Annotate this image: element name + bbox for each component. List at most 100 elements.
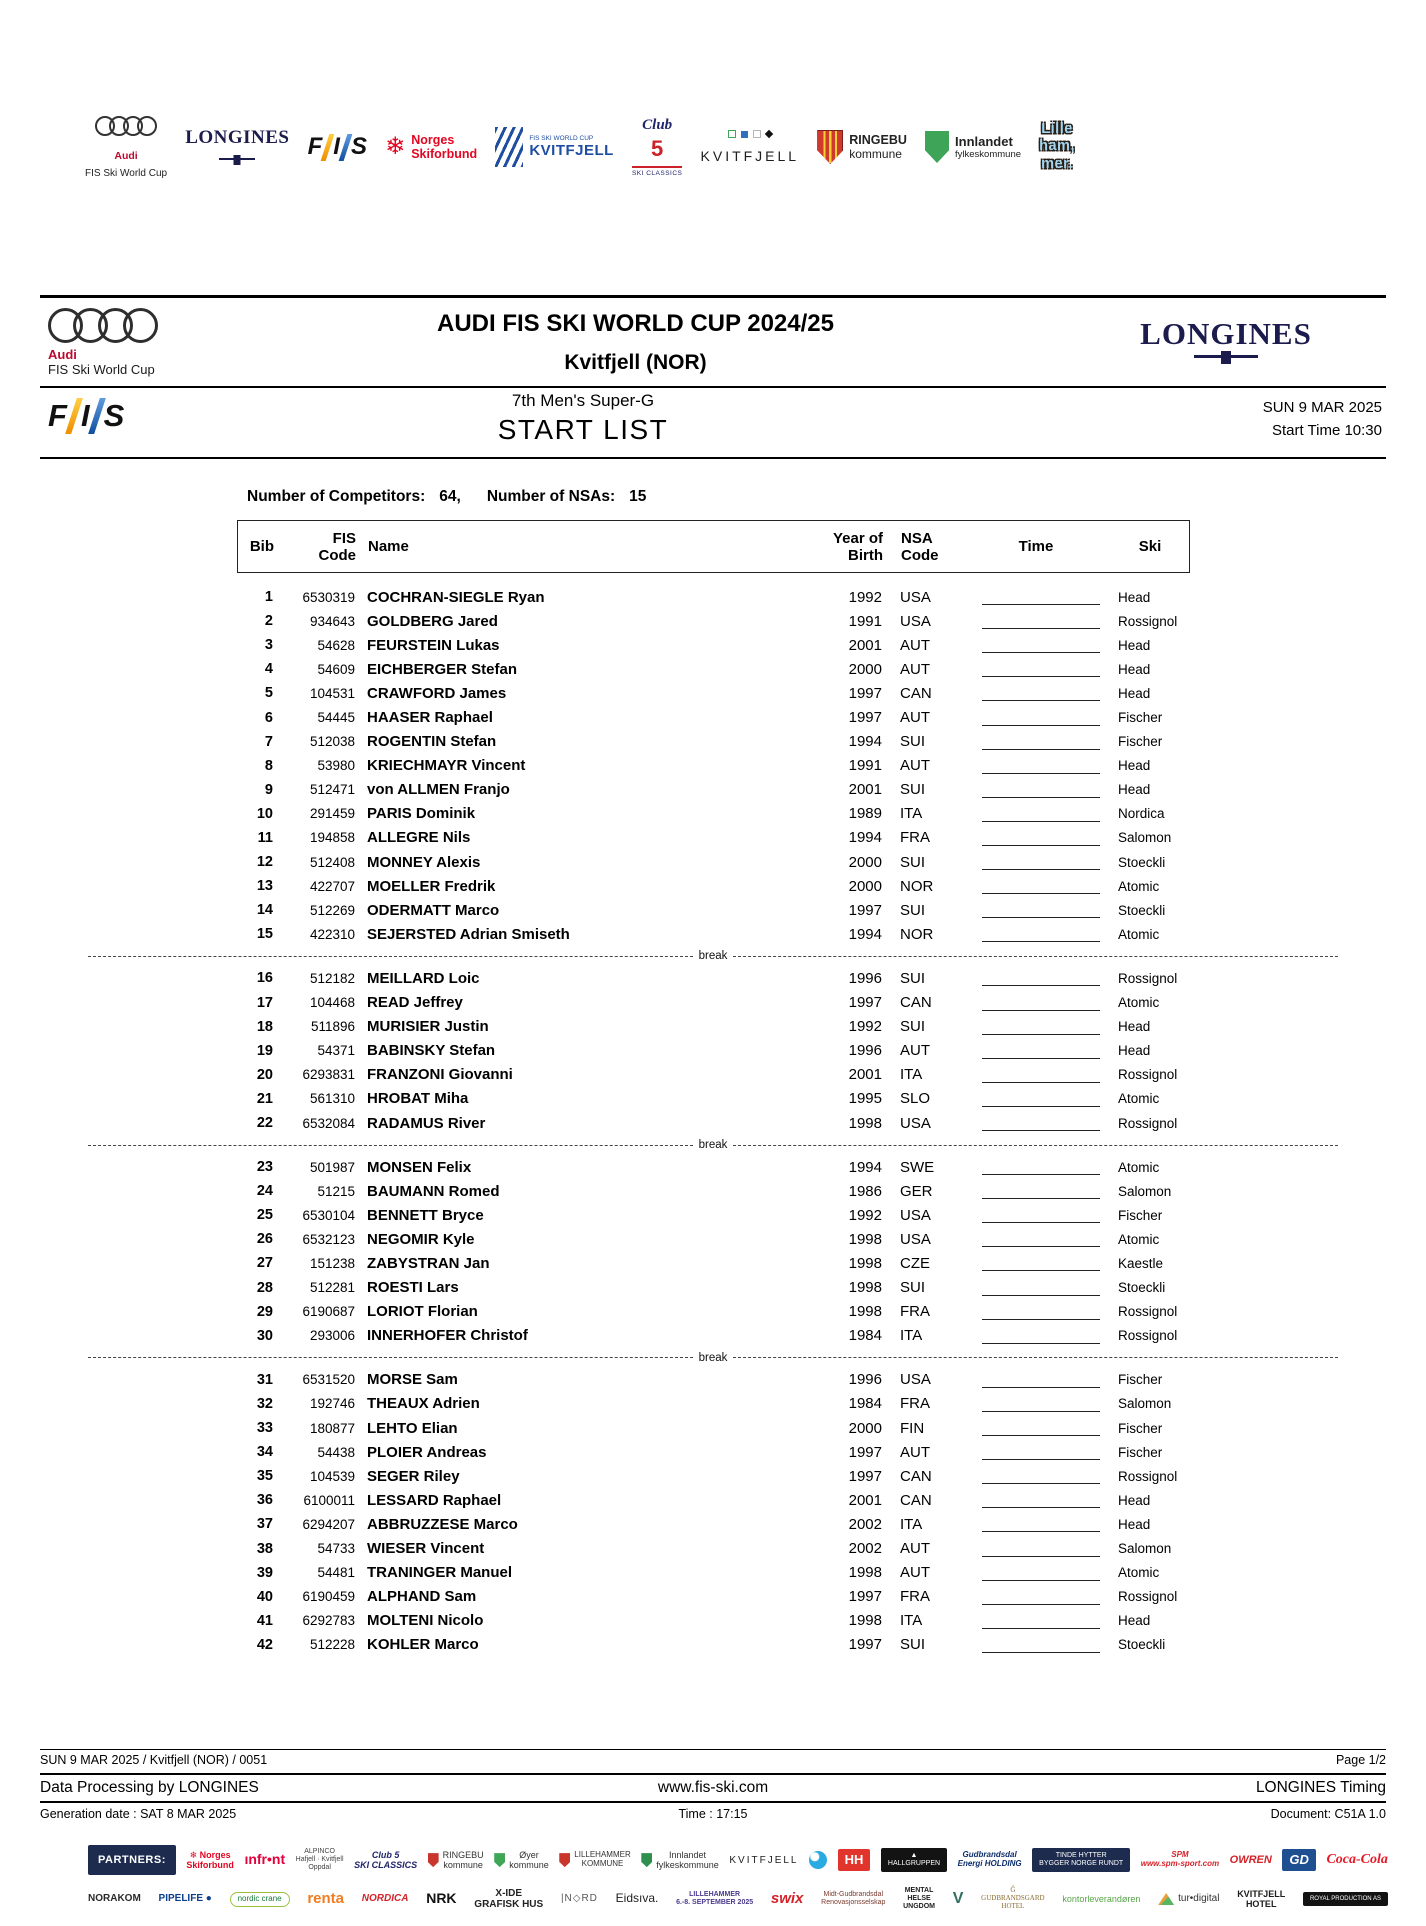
fis-code: 54733 bbox=[317, 1541, 355, 1557]
birth-year: 1992 bbox=[848, 1206, 882, 1224]
fis-code: 501987 bbox=[309, 1159, 355, 1175]
nsa-code: SUI bbox=[900, 901, 926, 919]
competitor-name: RADAMUS River bbox=[367, 1114, 486, 1132]
time-blank-line bbox=[960, 1159, 1110, 1176]
nsa-code: ITA bbox=[900, 1515, 923, 1533]
partner-logo: NORDICA bbox=[361, 1893, 409, 1905]
table-row: 41 6292783 MOLTENI Nicolo 1998 ITA Head bbox=[237, 1609, 1190, 1633]
ski-brand: Stoeckli bbox=[1118, 902, 1166, 918]
partner-logo: Innlandet fylkeskommune bbox=[641, 1850, 719, 1870]
competitor-name: MOLTENI Nicolo bbox=[367, 1612, 484, 1630]
footer-page-number: Page 1/2 bbox=[1335, 1753, 1386, 1767]
nsa-code: FIN bbox=[900, 1419, 925, 1437]
ski-brand: Rossignol bbox=[1118, 1328, 1178, 1344]
bib-number: 4 bbox=[264, 661, 273, 678]
table-row: 19 54371 BABINSKY Stefan 1996 AUT Head bbox=[237, 1039, 1190, 1063]
time-blank-line bbox=[960, 758, 1110, 774]
competitor-name: FRANZONI Giovanni bbox=[367, 1066, 513, 1084]
birth-year: 1994 bbox=[848, 733, 882, 751]
fis-code: 934643 bbox=[309, 613, 355, 629]
time-blank-line bbox=[960, 1613, 1110, 1629]
bib-number: 8 bbox=[264, 757, 273, 774]
table-row: 7 512038 ROGENTIN Stefan 1994 SUI Fischer bbox=[237, 730, 1190, 754]
bib-number: 27 bbox=[256, 1255, 273, 1272]
partner-logo: swix bbox=[770, 1889, 804, 1907]
table-row: 14 512269 ODERMATT Marco 1997 SUI Stoeckli bbox=[237, 898, 1190, 922]
bib-number: 23 bbox=[256, 1159, 273, 1176]
table-row: 17 104468 READ Jeffrey 1997 CAN Atomic bbox=[237, 991, 1190, 1015]
fis-code: 512269 bbox=[309, 902, 355, 918]
birth-year: 1997 bbox=[848, 1588, 882, 1606]
bib-number: 17 bbox=[256, 994, 273, 1011]
competitor-name: HAASER Raphael bbox=[367, 709, 493, 727]
competitor-name: CRAWFORD James bbox=[367, 684, 507, 702]
birth-year: 2001 bbox=[848, 636, 882, 654]
fis-code: 512182 bbox=[309, 970, 355, 986]
partner-logo bbox=[809, 1851, 828, 1870]
birth-year: 1997 bbox=[848, 1443, 882, 1461]
partner-logo: Gudbrandsdal Energi HOLDING bbox=[957, 1850, 1022, 1869]
partner-logo: ▲ HALLGRUPPEN bbox=[880, 1848, 948, 1872]
header-nsa-line1: NSA bbox=[901, 529, 933, 547]
time-blank-line bbox=[960, 1067, 1110, 1083]
partner-logo: X-IDE GRAFISK HUS bbox=[474, 1887, 544, 1911]
footer-data-processing: Data Processing by LONGINES bbox=[40, 1779, 259, 1796]
audi-fis-ski-world-cup-logo: Audi FIS Ski World Cup bbox=[85, 115, 167, 179]
ski-brand: Salomon bbox=[1118, 830, 1172, 846]
table-row: 42 512228 KOHLER Marco 1997 SUI Stoeckli bbox=[237, 1633, 1190, 1657]
start-list-table: Bib FIS Code Name Year of Birth NSA Code… bbox=[88, 520, 1338, 1657]
ski-brand: Atomic bbox=[1118, 926, 1160, 942]
fis-code: 151238 bbox=[309, 1255, 355, 1271]
time-blank-line bbox=[960, 589, 1110, 606]
time-blank-line bbox=[960, 1183, 1110, 1200]
fis-code: 512408 bbox=[309, 854, 355, 870]
birth-year: 1998 bbox=[848, 1564, 882, 1582]
table-row: 11 194858 ALLEGRE Nils 1994 FRA Salomon bbox=[237, 826, 1190, 850]
birth-year: 2002 bbox=[848, 1515, 882, 1533]
birth-year: 2001 bbox=[848, 781, 882, 799]
table-row: 35 104539 SEGER Riley 1997 CAN Rossignol bbox=[237, 1464, 1190, 1488]
fis-code: 561310 bbox=[309, 1091, 355, 1107]
nsa-code: FRA bbox=[900, 829, 930, 847]
partners-label: PARTNERS: bbox=[88, 1845, 176, 1876]
fis-code: 512038 bbox=[309, 734, 355, 750]
birth-year: 1997 bbox=[848, 994, 882, 1012]
table-row: 40 6190459 ALPHAND Sam 1997 FRA Rossignol bbox=[237, 1585, 1190, 1609]
nsa-code: CAN bbox=[900, 1491, 932, 1509]
time-blank-line bbox=[960, 1207, 1110, 1224]
time-blank-line bbox=[960, 613, 1110, 630]
ski-brand: Head bbox=[1118, 1043, 1151, 1059]
birth-year: 2000 bbox=[848, 660, 882, 678]
competitor-name: HROBAT Miha bbox=[367, 1090, 469, 1108]
nsa-code: AUT bbox=[900, 636, 930, 654]
nsa-code: AUT bbox=[900, 709, 930, 727]
table-row: 27 151238 ZABYSTRAN Jan 1998 CZE Kaestle bbox=[237, 1251, 1190, 1275]
time-blank-line bbox=[960, 1516, 1110, 1533]
ski-brand: Head bbox=[1118, 782, 1151, 798]
bib-number: 42 bbox=[256, 1636, 273, 1653]
header-fis-code: FIS Code bbox=[286, 530, 358, 564]
time-blank-line bbox=[960, 1043, 1110, 1059]
header-nsa-line2: Code bbox=[901, 546, 939, 564]
table-row: 26 6532123 NEGOMIR Kyle 1998 USA Atomic bbox=[237, 1227, 1190, 1251]
fis-code: 6532084 bbox=[302, 1115, 355, 1131]
longines-wordmark: LONGINES bbox=[1066, 316, 1386, 368]
birth-year: 1989 bbox=[848, 805, 882, 823]
partner-logo: TINDE HYTTER BYGGER NORGE RUNDT bbox=[1032, 1848, 1131, 1872]
fis-code: 422310 bbox=[309, 926, 355, 942]
nsa-code: USA bbox=[900, 1230, 931, 1248]
competitor-name: MEILLARD Loic bbox=[367, 969, 480, 987]
time-blank-line bbox=[960, 878, 1110, 895]
fis-code: 6532123 bbox=[302, 1231, 355, 1247]
competitor-name: LESSARD Raphael bbox=[367, 1491, 502, 1509]
partner-logo: Midt-Gudbrandsdal Renovasjonsselskap bbox=[821, 1891, 886, 1907]
time-blank-line bbox=[960, 902, 1110, 919]
competitor-name: ALPHAND Sam bbox=[367, 1588, 477, 1606]
longines-wings-icon bbox=[1194, 355, 1258, 368]
nsa-code: SUI bbox=[900, 1636, 926, 1654]
partner-logo: NORAKOM bbox=[88, 1893, 141, 1905]
ski-brand: Salomon bbox=[1118, 1183, 1172, 1199]
fis-code: 6292783 bbox=[302, 1613, 355, 1629]
competitor-name: ABBRUZZESE Marco bbox=[367, 1515, 518, 1533]
footer-document-id: Document: C51A 1.0 bbox=[1270, 1807, 1386, 1821]
